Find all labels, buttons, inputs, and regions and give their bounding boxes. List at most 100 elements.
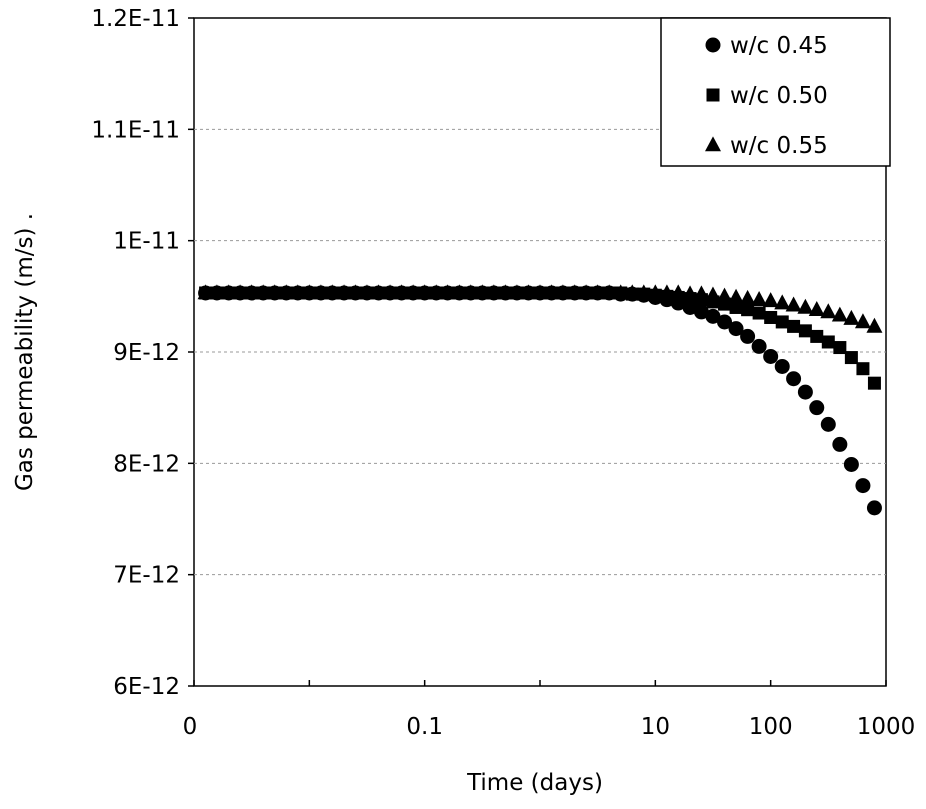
x-tick-label: 0.1	[406, 714, 443, 740]
series-circle-point	[255, 285, 271, 301]
series-circle-point	[544, 285, 560, 301]
series-square-point	[787, 319, 801, 333]
series-circle-point	[371, 285, 387, 301]
series-square-point	[764, 310, 778, 324]
series-square-point	[821, 335, 835, 349]
series-circle-point	[797, 384, 813, 400]
series-circle-point	[267, 285, 283, 301]
series-circle-point	[394, 285, 410, 301]
series-triangle-point	[797, 298, 814, 314]
series-square-point	[706, 295, 720, 309]
x-axis-title: Time (days)	[466, 770, 603, 796]
x-tick-label: 10	[641, 714, 670, 740]
series-circle-point	[809, 400, 825, 416]
series-triangle-point	[762, 292, 779, 308]
series-triangle-point	[854, 313, 871, 329]
series-circle-point	[382, 285, 398, 301]
x-tick-label: 0	[183, 714, 198, 740]
y-tick-label: 6E-12	[113, 674, 180, 700]
series-circle-point	[417, 285, 433, 301]
y-axis-title: Gas permeability (m/s) .	[12, 213, 38, 491]
x-tick-label: 100	[749, 714, 793, 740]
series-square-point	[741, 303, 755, 317]
legend: w/c 0.45 w/c 0.50 w/c 0.55	[660, 17, 891, 167]
series-circle-point	[278, 285, 294, 301]
series-circle-point	[740, 328, 756, 344]
series-circle-point	[440, 285, 456, 301]
series-circle-point	[520, 285, 536, 301]
series-circle-point	[497, 285, 513, 301]
series-triangle-point	[751, 290, 768, 306]
series-square-point	[752, 306, 766, 320]
series-square-point	[798, 324, 812, 338]
series-triangle-point	[739, 289, 756, 305]
series-circle-point	[463, 285, 479, 301]
series-circle-point	[405, 285, 421, 301]
series-circle-point	[717, 314, 733, 330]
series-circle-point	[843, 456, 859, 472]
series-circle-point	[659, 292, 675, 308]
series-circle-point	[198, 285, 214, 301]
series-triangle-point	[843, 309, 860, 325]
series-square-point	[729, 300, 743, 314]
series-circle-point	[221, 285, 237, 301]
series-circle-point	[670, 295, 686, 311]
series-circle-point	[728, 321, 744, 337]
series-square-point	[844, 351, 858, 365]
series-circle-point	[532, 285, 548, 301]
series-circle-point	[774, 358, 790, 374]
series-square-point	[867, 376, 881, 390]
series-square-point	[833, 341, 847, 355]
series-circle-point	[590, 285, 606, 301]
y-tick-label: 7E-12	[113, 563, 180, 589]
series-circle-point	[763, 348, 779, 364]
series-circle-point	[244, 285, 260, 301]
series-circle-point	[855, 478, 871, 494]
series-circle-point	[636, 287, 652, 303]
series-circle-point	[786, 371, 802, 387]
series-circle-point	[624, 286, 640, 302]
series-circle-point	[347, 285, 363, 301]
y-tick-label: 1.2E-11	[91, 6, 180, 32]
series-circle-point	[509, 285, 525, 301]
series-circle-point	[428, 285, 444, 301]
series-circle-point	[613, 286, 629, 302]
y-tick-label: 1E-11	[113, 229, 180, 255]
series-circle-point	[578, 285, 594, 301]
series-triangle-point	[728, 288, 745, 304]
series-triangle-point	[820, 303, 837, 319]
series-circle-point	[751, 338, 767, 354]
series-circle-point	[601, 285, 617, 301]
series-circle-point	[567, 285, 583, 301]
y-tick-label: 9E-12	[113, 340, 180, 366]
legend-label: w/c 0.50	[730, 83, 828, 109]
legend-triangle-point	[705, 136, 721, 152]
legend-circle-point	[705, 37, 721, 53]
legend-square-point	[706, 88, 720, 102]
series-circle-point	[832, 436, 848, 452]
series-square-point	[694, 293, 708, 307]
series-circle-point	[290, 285, 306, 301]
series-circle-point	[647, 289, 663, 305]
series-square-point	[856, 362, 870, 376]
series-circle-point	[324, 285, 340, 301]
data-series	[197, 284, 883, 516]
series-triangle-point	[785, 296, 802, 312]
series-circle-point	[486, 285, 502, 301]
series-circle-point	[313, 285, 329, 301]
series-circle-point	[232, 285, 248, 301]
y-tick-label: 8E-12	[113, 451, 180, 477]
legend-label: w/c 0.45	[730, 33, 828, 59]
series-circle-point	[474, 285, 490, 301]
series-square-point	[718, 297, 732, 311]
y-tick-label: 1.1E-11	[91, 117, 180, 143]
series-circle-point	[555, 285, 571, 301]
series-circle-point	[705, 308, 721, 324]
series-triangle-point	[774, 294, 791, 310]
series-circle-point	[866, 500, 882, 516]
axes: 6E-12 7E-12 8E-12 9E-12 1E-11 1.1E-11 1.2E-11 0…	[91, 6, 915, 740]
series-square-point	[810, 329, 824, 343]
series-circle-point	[336, 285, 352, 301]
